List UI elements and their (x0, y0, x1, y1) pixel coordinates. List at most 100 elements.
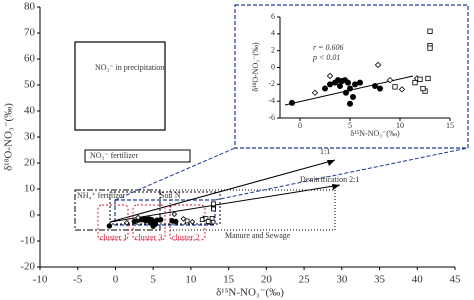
y-tick-label: 10 (24, 183, 36, 195)
y-tick-label: 50 (24, 79, 36, 91)
point (376, 85, 383, 92)
annotation: Soil N (160, 191, 181, 200)
y-tick-label: 6 (271, 12, 275, 21)
cluster-label: cluster 2 (172, 233, 199, 242)
point (351, 81, 358, 88)
y-tick-label: 80 (24, 1, 36, 13)
y-tick-label: -20 (20, 261, 35, 273)
annotation: NO₃⁻ in precipitation (95, 63, 164, 72)
x-tick-label: -5 (73, 274, 83, 286)
x-tick-label: 5 (348, 121, 352, 130)
inset-y-title: δ¹⁸O-NO₃⁻(‰) (251, 42, 260, 92)
nh4-box (74, 189, 161, 231)
y-tick-label: 0 (30, 209, 36, 221)
point (425, 75, 431, 82)
point (135, 214, 141, 221)
y-tick-label: -4 (268, 96, 275, 105)
cluster-label: cluster 1 (100, 233, 127, 242)
y-tick-label: -10 (20, 235, 35, 247)
zoom-connector (114, 147, 236, 201)
point (211, 201, 216, 207)
point (427, 45, 433, 51)
cluster-outline (169, 204, 206, 241)
point (336, 83, 343, 90)
annotation: NH₄⁺ fertilizer (77, 191, 125, 200)
y-tick-label: 4 (271, 29, 275, 38)
y-axis-title: δ¹⁸O-NO₃⁻(‰) (3, 103, 15, 171)
point (189, 218, 196, 225)
y-tick-label: 70 (24, 27, 36, 39)
point (199, 217, 205, 223)
precipitation-box (74, 41, 166, 131)
manure-box (169, 189, 336, 231)
y-tick-label: 60 (24, 53, 36, 65)
denitrification-arrow (109, 184, 341, 223)
x-tick-label: 40 (412, 274, 424, 286)
y-tick-label: 40 (24, 105, 36, 117)
x-tick-label: 10 (185, 274, 197, 286)
point (386, 76, 394, 84)
x-tick-label: 30 (336, 274, 348, 286)
point (326, 81, 333, 88)
point (209, 216, 215, 221)
fertilizer-box (84, 149, 191, 163)
x-tick-label: 20 (261, 274, 273, 286)
point (311, 89, 319, 96)
point (123, 219, 130, 226)
point (398, 86, 406, 93)
x-tick-label: 25 (299, 274, 311, 286)
x-tick-label: 0 (113, 274, 119, 286)
point (171, 211, 178, 218)
point (321, 85, 328, 92)
x-tick-label: -10 (33, 274, 48, 286)
annotation: Manure and Sewage (225, 231, 291, 240)
point (326, 72, 334, 80)
zoom-connector (214, 147, 469, 201)
x-tick-label: 15 (223, 274, 235, 286)
y-tick-label: 20 (24, 157, 36, 169)
point (346, 100, 353, 107)
y-tick-label: -2 (268, 79, 275, 88)
x-tick-label: 0 (298, 121, 302, 130)
point (180, 216, 187, 222)
point (346, 85, 353, 92)
point (420, 85, 426, 92)
y-tick-label: 2 (271, 45, 275, 54)
x-tick-label: 35 (374, 274, 386, 286)
point (173, 218, 179, 225)
point (106, 223, 113, 229)
y-tick-label: 30 (24, 131, 36, 143)
y-tick-label: 0 (271, 62, 275, 71)
y-tick-label: -6 (268, 113, 275, 122)
x-tick-label: 15 (446, 121, 454, 130)
cluster-outline (132, 204, 166, 241)
point (374, 61, 382, 69)
point (184, 218, 190, 224)
point (158, 216, 164, 223)
one-to-one-arrow (109, 159, 336, 223)
point (344, 79, 351, 86)
point (392, 84, 398, 90)
point (205, 219, 211, 224)
point (211, 206, 216, 212)
point (288, 99, 295, 106)
point (349, 93, 356, 100)
arrow-head (327, 160, 335, 166)
point (427, 28, 433, 34)
point (417, 76, 423, 82)
x-tick-label: 45 (450, 274, 462, 286)
point (412, 80, 418, 86)
point (371, 83, 378, 90)
x-tick-label: 10 (396, 121, 404, 130)
annotation: p < 0.01 (312, 53, 340, 62)
arrow-head (332, 184, 340, 190)
annotation: r = 0.606 (313, 43, 344, 52)
x-tick-label: 5 (150, 274, 156, 286)
inset-x-title: δ¹⁵N-NO₃⁻(‰) (350, 129, 400, 138)
point (356, 79, 363, 86)
point (342, 89, 349, 96)
zoom-box (114, 199, 216, 226)
annotation: NO₃⁻ fertilizer (90, 151, 138, 160)
annotation: 1:1 (320, 147, 330, 156)
